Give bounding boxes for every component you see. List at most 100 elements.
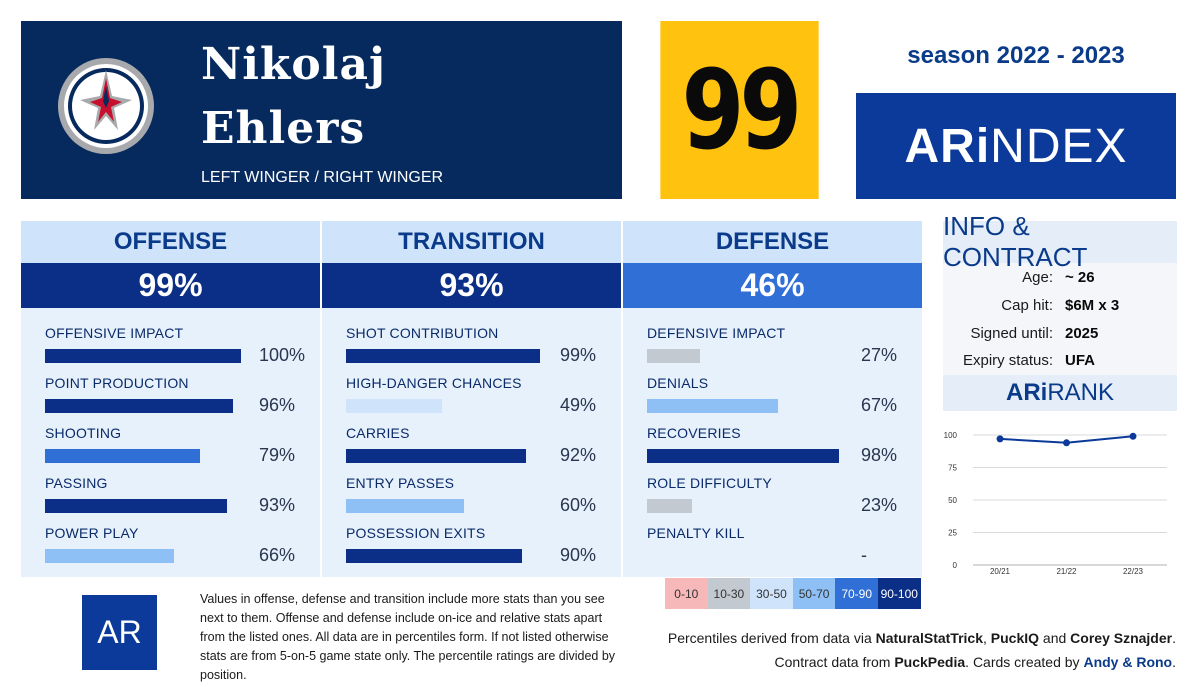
stat-row-possession-exits: POSSESSION EXITS 90% — [346, 525, 616, 575]
info-value: UFA — [1065, 352, 1095, 369]
source-puckiq: PuckIQ — [990, 630, 1040, 646]
info-title: INFO & CONTRACT — [943, 211, 1177, 272]
rank-title-strong: ARi — [1005, 379, 1048, 406]
source-puckpedia: PuckPedia — [894, 654, 966, 670]
credits-text: , — [983, 630, 991, 646]
credits-line-1: Percentiles derived from data via Natura… — [668, 626, 1176, 650]
transition-section: TRANSITION 93% SHOT CONTRIBUTION 99% HIGH-… — [322, 221, 621, 577]
overall-rating: 99 — [660, 21, 819, 199]
stat-label: HIGH-DANGER CHANCES — [346, 375, 522, 391]
x-tick-label: 21/22 — [1056, 567, 1077, 576]
credits-text: . — [1172, 654, 1176, 670]
stat-value: 66% — [259, 545, 296, 565]
stat-row-penalty-kill: PENALTY KILL - — [647, 525, 917, 575]
legend-item: 90-100 — [877, 578, 921, 609]
stat-label: RECOVERIES — [647, 425, 741, 441]
stat-value: 93% — [259, 495, 296, 515]
stat-bar — [346, 449, 527, 463]
y-tick-label: 100 — [944, 431, 958, 440]
stat-value: 98% — [861, 445, 898, 465]
rank-point — [1063, 439, 1070, 447]
info-row-age: Age: ~ 26 — [943, 269, 1177, 291]
percentile-legend: 0-10 10-30 30-50 50-70 70-90 90-100 — [665, 578, 921, 609]
credits-text: . — [1172, 630, 1176, 646]
section-title: TRANSITION — [322, 221, 621, 263]
stat-row-point-production: POINT PRODUCTION 96% — [45, 375, 315, 425]
player-header: Nikolaj Ehlers LEFT WINGER / RIGHT WINGE… — [21, 21, 622, 199]
player-position: LEFT WINGER / RIGHT WINGER — [201, 169, 444, 186]
stat-value: 99% — [560, 345, 597, 365]
stat-row-passing: PASSING 93% — [45, 475, 315, 525]
stat-bar — [346, 399, 443, 413]
stat-row-shot-contribution: SHOT CONTRIBUTION 99% — [346, 325, 616, 375]
info-value: 2025 — [1065, 325, 1099, 342]
stat-bar — [346, 549, 523, 563]
arirank-title: ARi RANK — [943, 375, 1177, 411]
credits-text: . Cards created by — [965, 654, 1084, 670]
y-tick-label: 50 — [948, 496, 957, 505]
source-corey-sznajder: Corey Sznajder — [1070, 630, 1173, 646]
stat-bar — [647, 499, 693, 513]
info-key: Cap hit: — [1001, 297, 1053, 314]
source-naturalstattrick: NaturalStatTrick — [875, 630, 983, 646]
stat-label: ENTRY PASSES — [346, 475, 455, 491]
stat-value: 100% — [259, 345, 306, 365]
credits-text: Contract data from — [774, 654, 895, 670]
stat-bar — [346, 499, 464, 513]
stat-bar — [45, 549, 175, 563]
stat-value: 90% — [560, 545, 597, 565]
brand-light: NDEX — [990, 119, 1128, 173]
stat-label: POINT PRODUCTION — [45, 375, 189, 391]
stat-label: ROLE DIFFICULTY — [647, 475, 772, 491]
stat-bar — [45, 449, 200, 463]
stat-row-denials: DENIALS 67% — [647, 375, 917, 425]
info-row-signed-until: Signed until: 2025 — [943, 325, 1177, 347]
stat-label: POWER PLAY — [45, 525, 139, 541]
stat-label: SHOOTING — [45, 425, 122, 441]
stat-value: 92% — [560, 445, 597, 465]
stat-bar — [45, 349, 241, 363]
section-score: 99% — [21, 263, 320, 308]
x-tick-label: 20/21 — [990, 567, 1011, 576]
legend-item: 30-50 — [750, 578, 793, 609]
info-key: Age: — [1022, 269, 1053, 286]
stat-row-offensive-impact: OFFENSIVE IMPACT 100% — [45, 325, 315, 375]
info-key: Signed until: — [970, 325, 1053, 342]
stat-label: DEFENSIVE IMPACT — [647, 325, 786, 341]
stat-bar — [647, 399, 779, 413]
info-contract-panel: INFO & CONTRACT Age: ~ 26 Cap hit: $6M x… — [943, 211, 1177, 577]
stat-label: DENIALS — [647, 375, 709, 391]
stat-label: CARRIES — [346, 425, 410, 441]
y-tick-label: 0 — [953, 561, 958, 570]
stat-row-shooting: SHOOTING 79% — [45, 425, 315, 475]
stat-row-recoveries: RECOVERIES 98% — [647, 425, 917, 475]
rank-point — [1129, 432, 1137, 440]
methodology-note: Values in offense, defense and transitio… — [200, 592, 616, 682]
season-label: season 2022 - 2023 — [907, 42, 1125, 69]
stat-row-role-difficulty: ROLE DIFFICULTY 23% — [647, 475, 917, 525]
player-last-name: Ehlers — [201, 103, 366, 154]
stat-label: PASSING — [45, 475, 108, 491]
y-tick-label: 25 — [948, 529, 957, 538]
info-value: $6M x 3 — [1065, 297, 1120, 314]
authors: Andy & Rono — [1083, 654, 1173, 670]
legend-item: 10-30 — [707, 578, 751, 609]
stat-value: 96% — [259, 395, 296, 415]
stat-row-defensive-impact: DEFENSIVE IMPACT 27% — [647, 325, 917, 375]
stat-label: SHOT CONTRIBUTION — [346, 325, 499, 341]
brand-strong: ARi — [904, 119, 991, 173]
team-logo-icon — [58, 58, 154, 154]
section-title: OFFENSE — [21, 221, 320, 263]
stat-value: 49% — [560, 395, 597, 415]
stat-value: 23% — [861, 495, 898, 515]
info-value: ~ 26 — [1065, 269, 1095, 286]
stat-value: 67% — [861, 395, 898, 415]
arirank-line-chart: 0 25 50 75 100 20/21 21/22 22/23 — [943, 411, 1177, 577]
rank-point — [996, 435, 1004, 443]
arindex-brand: ARi NDEX — [856, 93, 1176, 199]
stat-row-carries: CARRIES 92% — [346, 425, 616, 475]
legend-item: 70-90 — [835, 578, 878, 609]
offense-section: OFFENSE 99% OFFENSIVE IMPACT 100% POINT PR… — [21, 221, 320, 577]
stat-label: OFFENSIVE IMPACT — [45, 325, 184, 341]
stat-label: PENALTY KILL — [647, 525, 745, 541]
